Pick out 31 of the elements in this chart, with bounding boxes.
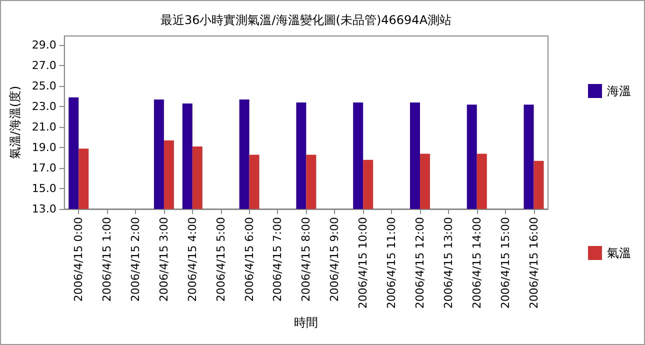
y-tick-label: 15.0	[32, 182, 56, 196]
x-tick-label: 2006/4/15 11:00	[385, 217, 398, 309]
x-tick-label: 2006/4/15 16:00	[527, 217, 540, 309]
legend-label: 氣溫	[607, 246, 631, 260]
legend-label: 海溫	[607, 84, 631, 98]
y-tick-label: 23.0	[32, 100, 56, 114]
x-tick-label: 2006/4/15 3:00	[157, 217, 170, 302]
x-tick-label: 2006/4/15 13:00	[442, 217, 455, 309]
x-tick-label: 2006/4/15 2:00	[129, 217, 142, 302]
x-tick-label: 2006/4/15 6:00	[242, 217, 256, 302]
x-tick-label: 2006/4/15 12:00	[413, 217, 426, 309]
x-tick-label: 2006/4/15 1:00	[100, 217, 114, 302]
y-tick-label: 13.0	[32, 202, 56, 216]
x-tick-label: 2006/4/15 4:00	[186, 217, 199, 302]
x-tick-label: 2006/4/15 7:00	[271, 217, 284, 302]
y-tick-label: 25.0	[32, 80, 56, 93]
x-tick-label: 2006/4/15 8:00	[300, 217, 313, 302]
x-tick-label: 2006/4/15 9:00	[328, 217, 342, 302]
y-tick-label: 17.0	[32, 162, 56, 175]
x-tick-label: 2006/4/15 15:00	[498, 217, 512, 309]
y-tick-label: 21.0	[32, 120, 56, 134]
y-tick-label: 29.0	[32, 38, 56, 52]
x-tick-label: 2006/4/15 0:00	[72, 217, 86, 302]
y-axis-title: 氣溫/海溫(度)	[8, 86, 22, 160]
chart-title: 最近36小時實測氣溫/海溫變化圖(未品管)46694A測站	[160, 13, 452, 27]
y-tick-label: 19.0	[32, 141, 56, 154]
x-tick-label: 2006/4/15 5:00	[214, 217, 228, 302]
x-tick-label: 2006/4/15 14:00	[470, 217, 484, 309]
x-axis-title: 時間	[294, 316, 318, 330]
x-tick-label: 2006/4/15 10:00	[356, 217, 370, 309]
y-tick-label: 27.0	[32, 59, 56, 72]
